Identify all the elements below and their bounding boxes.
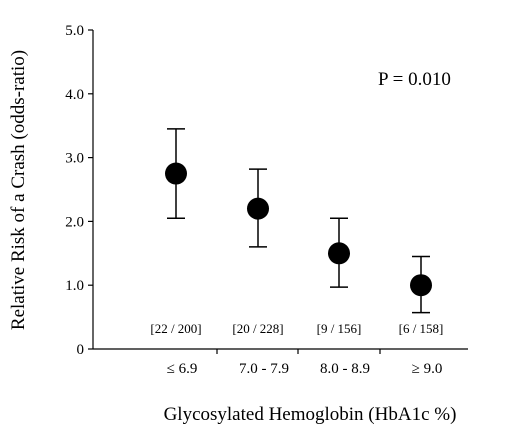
data-point-group: [6 / 158] [399,255,444,336]
p-value-annotation: P = 0.010 [378,69,451,90]
y-tick-label: 3.0 [65,151,84,167]
data-point [328,242,350,265]
x-tick-label: 8.0 - 8.9 [320,361,370,377]
y-axis: 0 1.0 2.0 3.0 4.0 5.0 [65,23,94,358]
y-tick-label: 0 [77,342,85,358]
y-tick-label: 1.0 [65,278,84,294]
x-axis: ≤ 6.9 7.0 - 7.9 8.0 - 8.9 ≥ 9.0 [93,348,468,377]
data-point [410,274,432,297]
y-tick-label: 2.0 [65,214,84,230]
data-point-group: [20 / 228] [232,168,284,336]
y-tick-label: 5.0 [65,23,84,39]
data-point [247,197,269,220]
data-point-group: [22 / 200] [150,128,202,336]
x-tick-label: ≥ 9.0 [412,361,443,377]
count-label: [6 / 158] [399,321,444,336]
count-label: [22 / 200] [150,321,201,336]
data-point [165,162,187,185]
x-axis-label: Glycosylated Hemoglobin (HbA1c %) [164,404,457,425]
x-tick-label: ≤ 6.9 [167,361,198,377]
data-marks: [22 / 200] [20 / 228] [9 / 156] [6 / 158] [150,128,444,336]
count-label: [20 / 228] [232,321,283,336]
x-tick-label: 7.0 - 7.9 [239,361,289,377]
count-label: [9 / 156] [317,321,362,336]
y-tick-label: 4.0 [65,87,84,103]
data-point-group: [9 / 156] [317,217,362,336]
y-axis-label: Relative Risk of a Crash (odds-ratio) [8,50,29,330]
